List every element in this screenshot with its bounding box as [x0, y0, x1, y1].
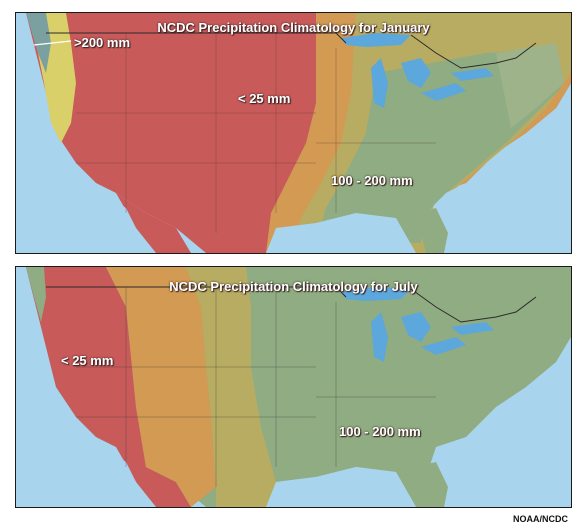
- credit-text: NOAA/NCDC: [513, 514, 568, 524]
- map-title-january: NCDC Precipitation Climatology for Janua…: [157, 20, 430, 35]
- july-precip-map: NCDC Precipitation Climatology for July …: [15, 266, 572, 508]
- label-jan-southeast: 100 - 200 mm: [331, 173, 413, 188]
- map-title-july: NCDC Precipitation Climatology for July: [169, 279, 418, 294]
- july-map-graphic: [16, 267, 571, 507]
- january-map-graphic: [16, 13, 571, 253]
- label-jan-dry: < 25 mm: [238, 91, 291, 106]
- label-jan-northwest: >200 mm: [74, 35, 131, 50]
- label-jul-dry: < 25 mm: [61, 353, 114, 368]
- january-precip-map: NCDC Precipitation Climatology for Janua…: [15, 12, 572, 254]
- label-jul-southeast: 100 - 200 mm: [339, 424, 421, 439]
